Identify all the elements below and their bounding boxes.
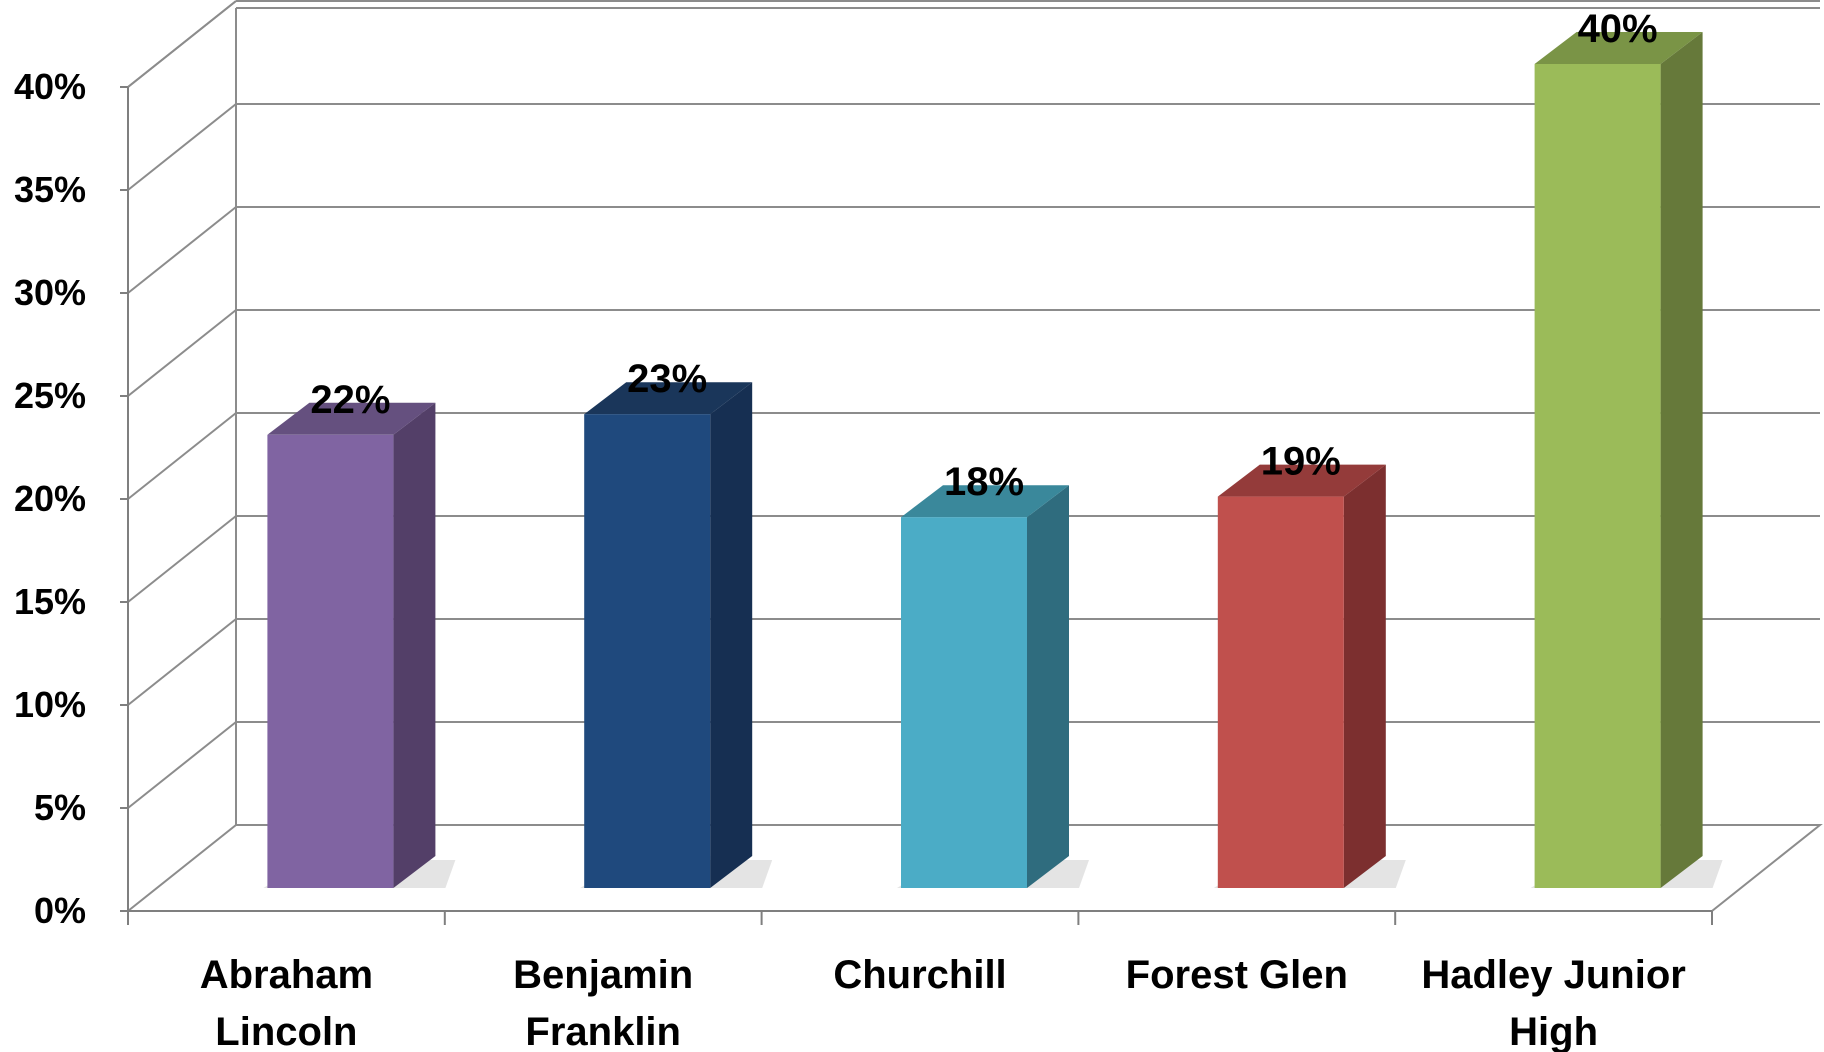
category-label: Benjamin Franklin: [513, 953, 693, 1052]
gridline-side: [127, 721, 237, 809]
category-label: Abraham Lincoln: [200, 953, 373, 1052]
data-label: 18%: [944, 460, 1024, 504]
y-tick-label: 25%: [14, 375, 86, 416]
gridline-side: [127, 0, 237, 88]
bar-front: [267, 434, 394, 888]
category-label-line: Churchill: [833, 953, 1006, 997]
bar-side: [1343, 464, 1386, 888]
y-tick-label: 10%: [14, 684, 86, 725]
bar: [1213, 464, 1406, 888]
bar-top: [1534, 32, 1703, 64]
bar: [580, 382, 773, 888]
y-tick-label: 35%: [14, 169, 86, 210]
bars: [263, 32, 1723, 888]
y-tick-label: 5%: [34, 787, 86, 828]
data-label: 23%: [627, 357, 707, 401]
bar-top: [267, 402, 436, 435]
data-label: 19%: [1261, 440, 1341, 484]
bar-top: [584, 382, 753, 415]
data-label: 40%: [1578, 7, 1658, 51]
category-label: Hadley Junior High: [1421, 953, 1686, 1052]
category-label: Forest Glen: [1126, 953, 1348, 997]
gridline-side: [127, 412, 237, 500]
category-label: Churchill: [833, 953, 1006, 997]
bar-front: [1217, 496, 1344, 888]
gridline-side: [127, 309, 237, 397]
category-label-line: Abraham: [200, 953, 373, 997]
labels: 0% 5% 10% 15% 20% 25% 30% 35% 40% 22% Abraham Linco…: [14, 7, 1686, 1052]
bar: [1530, 32, 1723, 888]
bar-side: [1027, 485, 1069, 888]
bar: [263, 402, 456, 888]
y-tick-label: 20%: [14, 478, 86, 519]
bar-side: [1660, 32, 1703, 888]
y-tick-label: 15%: [14, 581, 86, 622]
category-label-line: Benjamin: [513, 953, 693, 997]
bar-front: [584, 414, 711, 888]
bar-top: [1217, 464, 1386, 497]
category-label-line: Franklin: [525, 1010, 681, 1052]
bar: [897, 485, 1089, 888]
bar-side: [710, 382, 753, 888]
gridline-side: [127, 618, 237, 706]
y-tick-label: 0%: [34, 890, 86, 931]
bar-side: [393, 402, 436, 888]
data-label: 22%: [310, 378, 390, 422]
gridline-side: [127, 515, 237, 603]
bar-top: [901, 485, 1069, 518]
category-label-line: Forest Glen: [1126, 953, 1348, 997]
y-tick-label: 30%: [14, 272, 86, 313]
category-label-line: Hadley Junior: [1421, 953, 1686, 997]
y-tick-label: 40%: [14, 66, 86, 107]
gridline-side: [127, 103, 237, 191]
bar-front: [1534, 64, 1661, 888]
gridline-side: [127, 206, 237, 294]
bar-front: [901, 517, 1027, 888]
category-label-line: Lincoln: [215, 1010, 357, 1052]
axes: [120, 86, 1713, 925]
category-label-line: High: [1509, 1010, 1598, 1052]
